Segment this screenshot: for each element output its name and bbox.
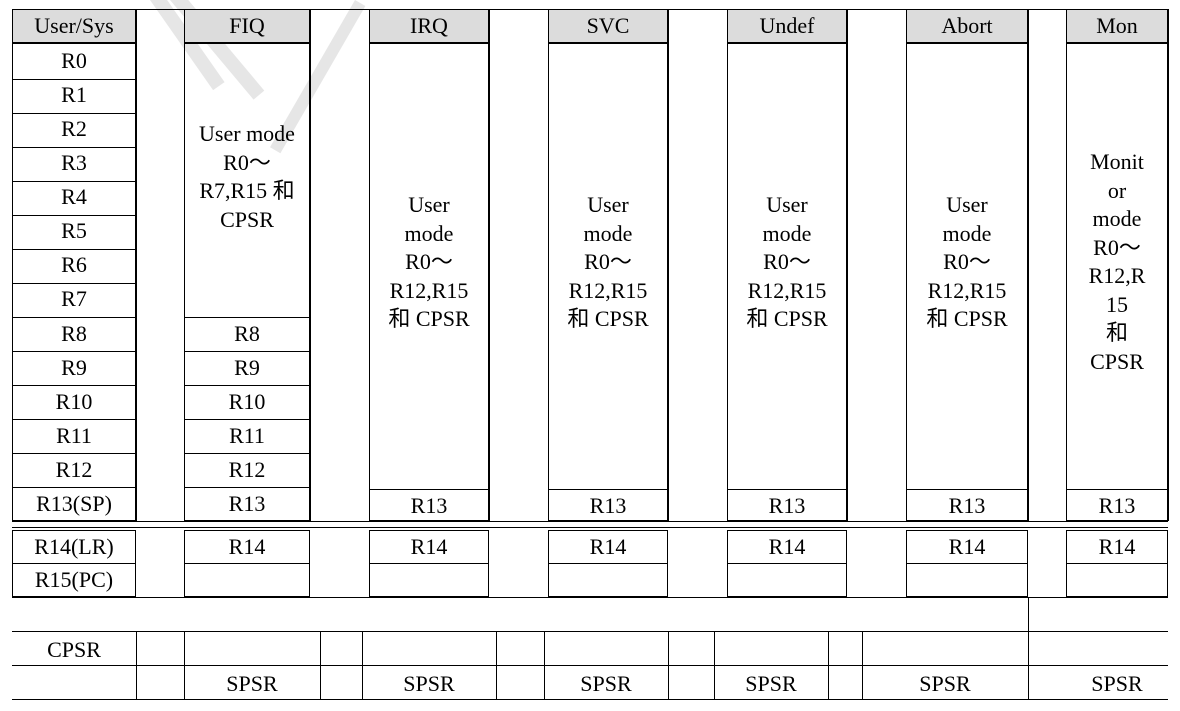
abort-reg-r14: R14 <box>948 534 986 559</box>
user-reg-r2: R2 <box>61 116 87 141</box>
header-mon-label: Mon <box>1096 13 1138 38</box>
user-reg-r0: R0 <box>61 48 87 73</box>
header-undef <box>727 9 847 43</box>
header-abort-label: Abort <box>941 13 993 38</box>
fiq-reg-r10: R10 <box>228 389 266 414</box>
header-undef-label: Undef <box>759 13 815 38</box>
header-svc-label: SVC <box>586 13 630 38</box>
mon-reg-r14: R14 <box>1098 534 1136 559</box>
undef-reg-r13: R13 <box>768 493 806 518</box>
undef-reg-r14: R14 <box>768 534 806 559</box>
irq-spsr: SPSR <box>403 671 455 696</box>
fiq-spsr: SPSR <box>226 671 278 696</box>
header-irq <box>369 9 489 43</box>
user-reg-r9: R9 <box>61 355 87 380</box>
user-reg-r3: R3 <box>61 150 87 175</box>
user-reg-r12: R12 <box>55 457 93 482</box>
user-reg-r13-sp: R13(SP) <box>36 491 112 516</box>
header-abort <box>906 9 1028 43</box>
user-reg-r5: R5 <box>61 218 87 243</box>
fiq-reg-r13: R13 <box>228 491 266 516</box>
fiq-reg-r14: R14 <box>228 534 266 559</box>
fiq-shared-text: User mode R0～ R7,R15 和 CPSR <box>199 121 295 232</box>
fiq-reg-r12: R12 <box>228 457 266 482</box>
header-user-sys-label: User/Sys <box>34 13 114 38</box>
irq-reg-r13: R13 <box>410 493 448 518</box>
header-svc <box>548 9 668 43</box>
svc-reg-r14: R14 <box>589 534 627 559</box>
user-reg-r1: R1 <box>61 82 87 107</box>
svc-reg-r13: R13 <box>589 493 627 518</box>
bottom-line-631 <box>12 631 1168 632</box>
user-reg-r10: R10 <box>55 389 93 414</box>
abort-reg-r13: R13 <box>948 493 986 518</box>
fiq-reg-r8: R8 <box>234 321 260 346</box>
bottom-line-699 <box>12 699 1168 700</box>
user-reg-r8: R8 <box>61 321 87 346</box>
svc-shared-text: User mode R0～ R12,R15 和 CPSR <box>567 192 649 331</box>
user-reg-r15-pc: R15(PC) <box>34 567 114 592</box>
abort-spsr: SPSR <box>919 671 971 696</box>
svc-spsr: SPSR <box>580 671 632 696</box>
mon-shared-text: Monit or mode R0～ R12,R 15 和 CPSR <box>1088 149 1146 374</box>
fiq-reg-r9: R9 <box>234 355 260 380</box>
user-reg-r11: R11 <box>56 423 92 448</box>
abort-shared-text: User mode R0～ R12,R15 和 CPSR <box>926 192 1008 331</box>
header-fiq-label: FIQ <box>229 13 265 38</box>
separator-line-1 <box>12 521 1168 522</box>
bottom-line-597 <box>12 597 1168 598</box>
user-reg-r7: R7 <box>61 286 87 311</box>
mon-spsr: SPSR <box>1091 671 1143 696</box>
undef-spsr: SPSR <box>745 671 797 696</box>
bottom-line-665 <box>12 665 1168 666</box>
header-irq-label: IRQ <box>410 13 448 38</box>
mon-reg-r13: R13 <box>1098 493 1136 518</box>
user-cpsr: CPSR <box>47 637 101 662</box>
undef-shared-text: User mode R0～ R12,R15 和 CPSR <box>746 192 828 331</box>
user-reg-box <box>12 43 136 521</box>
irq-shared-text: User mode R0～ R12,R15 和 CPSR <box>388 192 470 331</box>
user-reg-r4: R4 <box>61 184 87 209</box>
fiq-reg-r11: R11 <box>229 423 265 448</box>
user-reg-r14-lr: R14(LR) <box>34 534 114 559</box>
user-reg-r6: R6 <box>61 252 87 277</box>
separator-line-2 <box>12 527 1168 528</box>
irq-reg-r14: R14 <box>410 534 448 559</box>
